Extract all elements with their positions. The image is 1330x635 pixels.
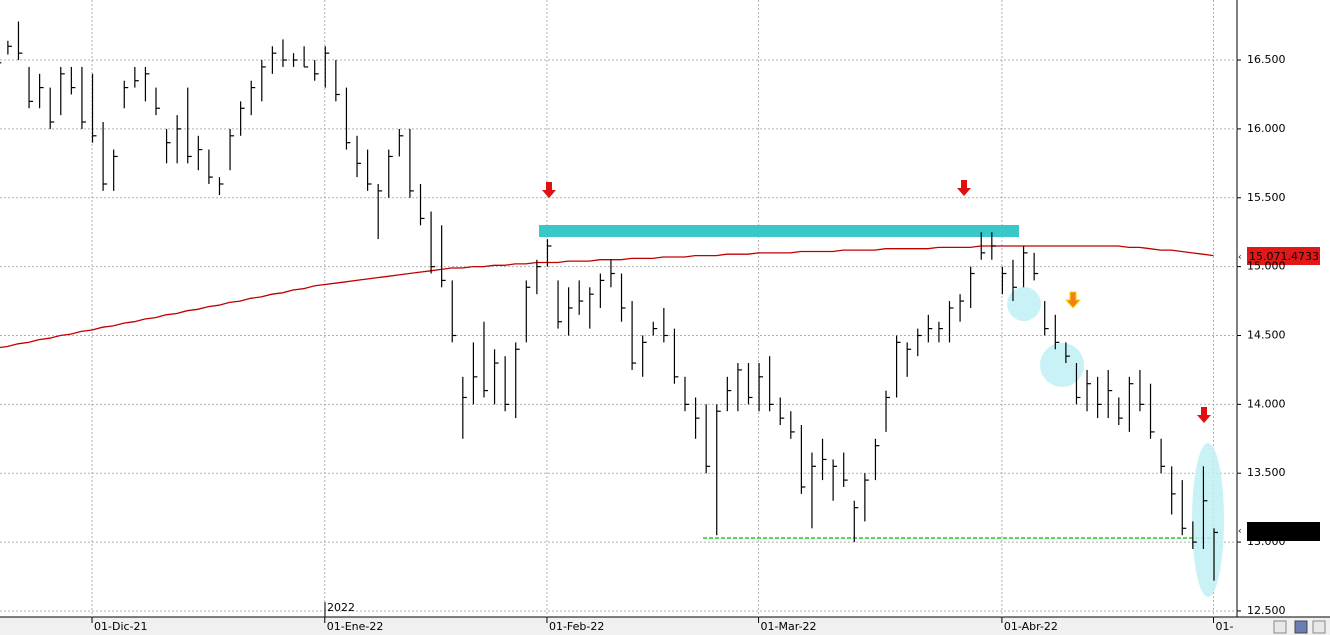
y-tick-label: 14.500 — [1247, 328, 1286, 341]
y-tick-label: 14.000 — [1247, 397, 1286, 410]
arrows — [542, 180, 1211, 423]
down-arrow — [957, 180, 971, 196]
y-tick-label: 15.000 — [1247, 260, 1286, 273]
icon-button[interactable] — [1312, 620, 1326, 634]
y-tick-label: 12.500 — [1247, 604, 1286, 617]
price-label-box — [1247, 247, 1320, 265]
price-label: 15.071.4733 — [1249, 250, 1319, 263]
x-tick-label: 01-Dic-21 — [94, 620, 148, 633]
axis-labels: 12.500 13.000 13.500 14.000 14.500 15.000 15.5… — [91, 53, 1286, 633]
x-tick-label: 01-Ene-22 — [327, 620, 384, 633]
y-tick-label: 13.500 — [1247, 466, 1286, 479]
y-tick-label: 16.500 — [1247, 53, 1286, 66]
down-arrow — [542, 182, 556, 198]
resistance-band — [539, 225, 1019, 237]
toolbar-icons — [1273, 620, 1326, 634]
highlight-ellipse — [1192, 443, 1224, 597]
moving-average-line — [0, 245, 1214, 349]
x-tick-label: 01-Feb-22 — [549, 620, 604, 633]
highlight-circle — [1040, 343, 1084, 387]
x-tick-label: 01-Mar-22 — [761, 620, 817, 633]
year-label: 2022 — [327, 601, 355, 614]
y-tick-label: 15.500 — [1247, 191, 1286, 204]
grid — [0, 0, 1237, 617]
x-axis-band — [0, 617, 1330, 635]
down-arrow — [1197, 407, 1211, 423]
icon-button[interactable] — [1273, 620, 1287, 634]
y-tick-label: 13.000 — [1247, 535, 1286, 548]
x-tick-label: 01-Abr-22 — [1004, 620, 1058, 633]
pointer: ‹ — [1238, 527, 1242, 537]
ohlc-bars — [0, 21, 1218, 581]
highlight-circle — [1007, 287, 1041, 321]
save-button[interactable] — [1294, 620, 1308, 634]
pointer: ‹ — [1238, 253, 1242, 263]
last-price-box — [1247, 522, 1320, 541]
y-tick-label: 16.000 — [1247, 122, 1286, 135]
x-tick-label: 01- — [1216, 620, 1234, 633]
moving-average-layer — [0, 245, 1214, 349]
down-arrow — [1064, 291, 1082, 309]
